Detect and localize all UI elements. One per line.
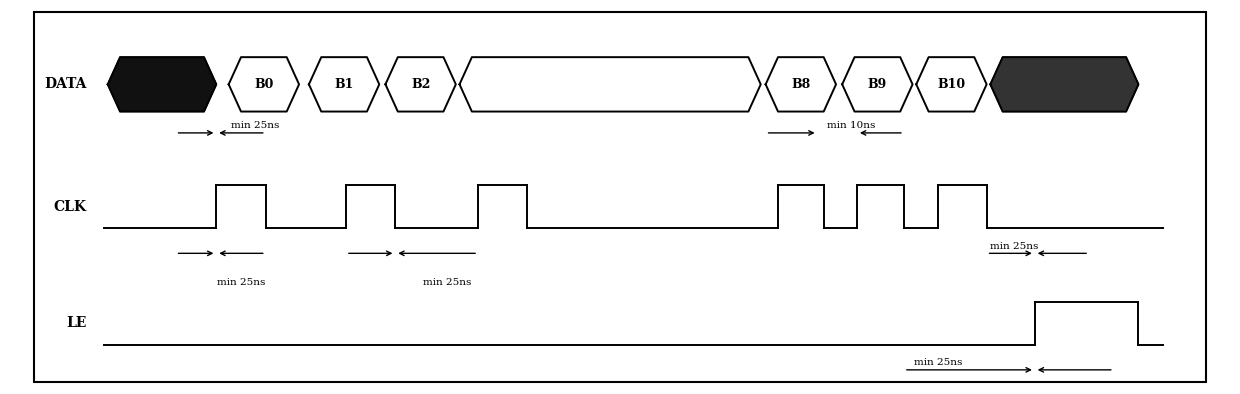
Text: min 25ns: min 25ns (914, 358, 962, 367)
Polygon shape (765, 57, 836, 112)
Text: CLK: CLK (53, 200, 87, 214)
Text: min 10ns: min 10ns (827, 121, 875, 130)
Polygon shape (108, 57, 216, 112)
Text: min 25ns: min 25ns (991, 242, 1039, 251)
Text: B2: B2 (410, 78, 430, 91)
Polygon shape (309, 57, 379, 112)
Polygon shape (460, 57, 760, 112)
Polygon shape (386, 57, 456, 112)
Text: LE: LE (67, 316, 87, 330)
Text: DATA: DATA (45, 77, 87, 91)
Polygon shape (228, 57, 299, 112)
FancyBboxPatch shape (33, 13, 1207, 381)
Text: B8: B8 (791, 78, 811, 91)
Text: B9: B9 (868, 78, 887, 91)
Text: min 25ns: min 25ns (231, 121, 279, 130)
Text: B1: B1 (335, 78, 353, 91)
Polygon shape (991, 57, 1138, 112)
Text: B0: B0 (254, 78, 274, 91)
Text: B10: B10 (937, 78, 966, 91)
Text: min 25ns: min 25ns (217, 278, 265, 287)
Polygon shape (916, 57, 987, 112)
Polygon shape (842, 57, 913, 112)
Polygon shape (991, 57, 1138, 112)
Text: min 25ns: min 25ns (423, 278, 471, 287)
